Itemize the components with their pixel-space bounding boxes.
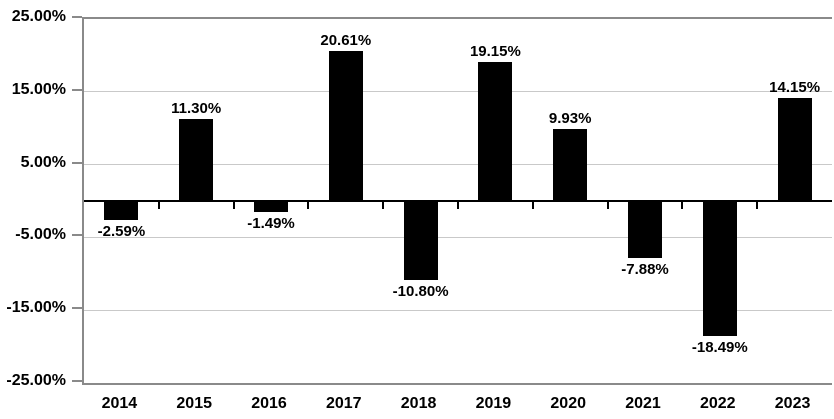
x-axis-category-label: 2022 <box>699 395 736 412</box>
gridline <box>84 236 832 238</box>
x-axis-tick <box>681 201 684 209</box>
y-axis-tick <box>72 307 82 310</box>
x-axis-category-label: 2017 <box>325 395 362 412</box>
x-axis-category-label: 2019 <box>475 395 512 412</box>
bar-2014 <box>104 201 139 220</box>
bar-value-label: -10.80% <box>392 282 449 300</box>
bar-value-label: -7.88% <box>621 261 669 279</box>
y-axis-tick <box>72 16 82 18</box>
bar-2018 <box>403 201 438 280</box>
x-axis-category-label: 2015 <box>176 395 212 412</box>
bar-2015 <box>179 118 214 201</box>
gridline <box>84 309 832 311</box>
bar-2021 <box>628 201 662 259</box>
x-axis-tick <box>457 201 459 209</box>
bar-value-label: 9.93% <box>548 109 592 127</box>
y-axis-tick-label: 15.00% <box>11 80 66 98</box>
x-axis-tick <box>232 201 235 209</box>
y-axis-tick <box>72 234 82 237</box>
x-axis-tick <box>531 201 534 209</box>
x-axis-category-label: 2014 <box>101 395 138 412</box>
x-axis-tick <box>157 201 160 209</box>
x-axis-category-label: 2020 <box>550 395 586 412</box>
bar-value-label: -2.59% <box>97 222 146 240</box>
bar-value-label: -1.49% <box>247 214 295 232</box>
bar-value-label: 19.15% <box>469 42 521 60</box>
x-axis-tick <box>606 201 609 209</box>
gridline <box>84 164 832 166</box>
bar-value-label: 20.61% <box>320 31 372 49</box>
y-axis-tick <box>72 161 82 164</box>
bar-value-label: -18.49% <box>691 338 748 356</box>
gridline <box>84 91 832 93</box>
bar-2020 <box>553 128 588 201</box>
bar-2022 <box>702 201 737 336</box>
y-axis-tick <box>72 380 82 382</box>
y-axis-tick-label: 25.00% <box>11 8 66 25</box>
bar-2017 <box>328 50 363 201</box>
y-axis-tick <box>72 88 82 91</box>
y-axis-tick-label: 5.00% <box>20 153 66 171</box>
bar-2023 <box>777 97 812 201</box>
bar-2016 <box>254 201 288 212</box>
y-axis-tick-label: -25.00% <box>6 372 66 389</box>
bar-2019 <box>478 61 513 201</box>
bar-value-label: 11.30% <box>171 99 222 117</box>
y-axis-tick-label: -15.00% <box>6 299 66 317</box>
plot-area: -2.59% 11.30% -1.49% 20.61% -10.80% 19.15% 9.9… <box>82 17 832 385</box>
x-axis-category-label: 2018 <box>400 395 437 412</box>
x-axis-category-label: 2023 <box>774 395 811 412</box>
x-axis-tick <box>307 201 310 209</box>
bar-value-label: 14.15% <box>769 78 821 96</box>
x-axis-tick <box>382 201 385 209</box>
x-axis-tick <box>756 201 759 209</box>
x-axis-category-label: 2021 <box>625 395 661 412</box>
y-axis-tick-label: -5.00% <box>15 226 66 244</box>
x-axis-category-label: 2016 <box>251 395 287 412</box>
